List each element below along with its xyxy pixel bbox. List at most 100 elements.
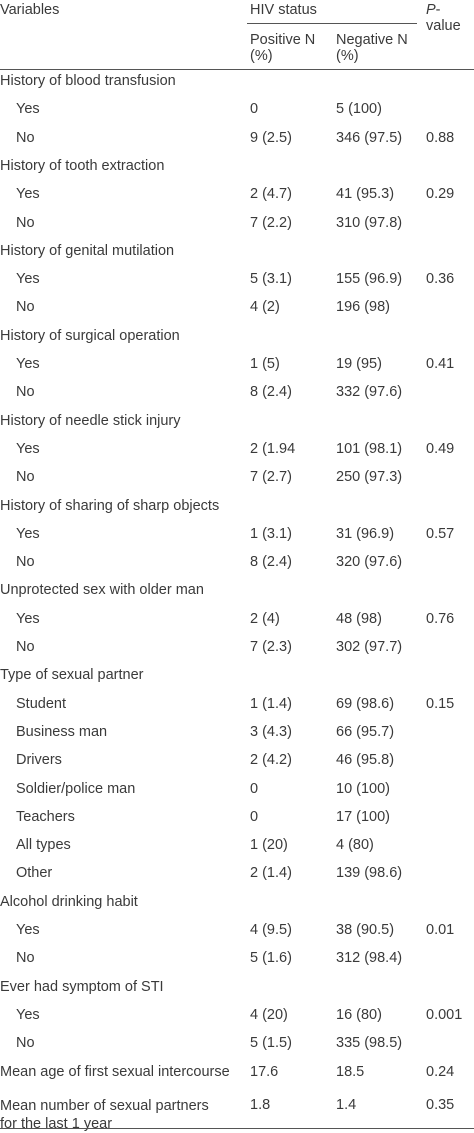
positive-cell: 2 (4.2) [250, 752, 292, 769]
negative-cell: 332 (97.6) [336, 384, 403, 401]
header-positive-label: Positive N [250, 32, 316, 48]
positive-cell: 1 (3.1) [250, 525, 292, 542]
table-row-section: History of sharing of sharp objects [0, 498, 474, 526]
positive-cell: 5 (3.1) [250, 271, 292, 288]
table-row: No 5 (1.5) 335 (98.5) [0, 1035, 474, 1063]
row-label: Type of sexual partner [0, 667, 144, 684]
header-negative-unit: (%) [336, 48, 359, 64]
positive-cell: 7 (2.2) [250, 214, 292, 231]
row-label: Yes [16, 186, 40, 203]
positive-cell: 1.8 [250, 1097, 271, 1113]
header-positive: Positive N (%) [250, 32, 330, 64]
positive-cell: 0 [250, 101, 259, 118]
row-label: Yes [16, 440, 40, 457]
row-label: Unprotected sex with older man [0, 582, 204, 599]
table-row-section: Mean age of first sexual intercourse 17.6… [0, 1064, 474, 1092]
table-row-section: Unprotected sex with older man [0, 582, 474, 610]
p-value-cell: 0.29 [426, 186, 455, 203]
positive-cell: 9 (2.5) [250, 129, 292, 146]
table-row: Business man 3 (4.3) 66 (95.7) [0, 724, 474, 752]
table-row: Other 2 (1.4) 139 (98.6) [0, 865, 474, 893]
negative-cell: 139 (98.6) [336, 865, 403, 882]
table-row-last: Mean number of sexual partners for the l… [0, 1097, 474, 1132]
table-row: No 7 (2.2) 310 (97.8) [0, 215, 474, 243]
table-row: Yes 1 (5) 19 (95) 0.41 [0, 356, 474, 384]
header-negative: Negative N (%) [336, 32, 421, 64]
row-label: No [16, 639, 35, 655]
positive-cell: 1 (20) [250, 837, 288, 854]
negative-cell: 31 (96.9) [336, 525, 395, 542]
positive-cell: 4 (20) [250, 1006, 288, 1023]
row-label: History of surgical operation [0, 327, 180, 344]
p-value-cell: 0.35 [426, 1097, 455, 1113]
row-label: History of sharing of sharp objects [0, 497, 220, 514]
header-bottom-rule [0, 69, 474, 70]
negative-cell: 48 (98) [336, 610, 382, 627]
row-label: Yes [16, 101, 40, 118]
row-label: Soldier/police man [16, 780, 136, 797]
negative-cell: 302 (97.7) [336, 639, 403, 655]
row-label: Student [16, 695, 66, 712]
table-row-section: Alcohol drinking habit [0, 894, 474, 922]
row-label: Alcohol drinking habit [0, 893, 138, 910]
row-label: All types [16, 837, 71, 854]
row-label: History of blood transfusion [0, 73, 176, 89]
positive-cell: 1 (5) [250, 356, 280, 372]
table-row: Drivers 2 (4.2) 46 (95.8) [0, 752, 474, 780]
positive-cell: 2 (4) [250, 610, 280, 627]
negative-cell: 196 (98) [336, 299, 391, 316]
row-label: No [16, 384, 35, 401]
table-row: No 4 (2) 196 (98) [0, 299, 474, 327]
negative-cell: 38 (90.5) [336, 922, 395, 938]
row-label: No [16, 1035, 35, 1052]
positive-cell: 4 (9.5) [250, 922, 292, 938]
negative-cell: 320 (97.6) [336, 554, 403, 571]
table-row-section: Ever had symptom of STI [0, 979, 474, 1007]
table-row-section: History of tooth extraction [0, 158, 474, 186]
table-row: Yes 5 (3.1) 155 (96.9) 0.36 [0, 271, 474, 299]
negative-cell: 346 (97.5) [336, 129, 403, 146]
table-row: Yes 2 (4) 48 (98) 0.76 [0, 611, 474, 639]
table-row-section: History of surgical operation [0, 328, 474, 356]
row-label: Other [16, 865, 53, 882]
row-label: No [16, 554, 35, 571]
table-row: Teachers 0 17 (100) [0, 809, 474, 837]
table-row: No 7 (2.3) 302 (97.7) [0, 639, 474, 667]
positive-cell: 1 (1.4) [250, 695, 292, 712]
negative-cell: 250 (97.3) [336, 469, 403, 486]
table-row: Yes 2 (1.94 101 (98.1) 0.49 [0, 441, 474, 469]
negative-cell: 46 (95.8) [336, 752, 395, 769]
positive-cell: 0 [250, 780, 259, 797]
row-label: Yes [16, 610, 40, 627]
header-p-value: P-value [426, 2, 474, 34]
row-label: Teachers [16, 808, 75, 825]
negative-cell: 10 (100) [336, 780, 391, 797]
row-label: Drivers [16, 752, 62, 769]
row-label: No [16, 214, 35, 231]
negative-cell: 16 (80) [336, 1006, 382, 1023]
table-row: Yes 1 (3.1) 31 (96.9) 0.57 [0, 526, 474, 554]
positive-cell: 17.6 [250, 1063, 279, 1080]
negative-cell: 335 (98.5) [336, 1035, 403, 1052]
p-value-cell: 0.001 [426, 1006, 463, 1023]
table-row: Soldier/police man 0 10 (100) [0, 781, 474, 809]
negative-cell: 41 (95.3) [336, 186, 395, 203]
positive-cell: 2 (1.94 [250, 440, 296, 457]
negative-cell: 1.4 [336, 1097, 357, 1113]
positive-cell: 8 (2.4) [250, 384, 292, 401]
row-label: History of needle stick injury [0, 412, 181, 429]
row-label: Yes [16, 271, 40, 288]
row-label: Yes [16, 922, 40, 938]
header-positive-unit: (%) [250, 48, 273, 64]
p-value-cell: 0.76 [426, 610, 455, 627]
positive-cell: 0 [250, 808, 259, 825]
table-row: No 8 (2.4) 320 (97.6) [0, 554, 474, 582]
negative-cell: 101 (98.1) [336, 440, 403, 457]
table-row: Yes 2 (4.7) 41 (95.3) 0.29 [0, 186, 474, 214]
row-label: Yes [16, 1006, 40, 1023]
negative-cell: 312 (98.4) [336, 950, 403, 967]
negative-cell: 18.5 [336, 1063, 365, 1080]
table-row: No 5 (1.6) 312 (98.4) [0, 950, 474, 978]
p-value-cell: 0.24 [426, 1063, 455, 1080]
negative-cell: 155 (96.9) [336, 271, 403, 288]
